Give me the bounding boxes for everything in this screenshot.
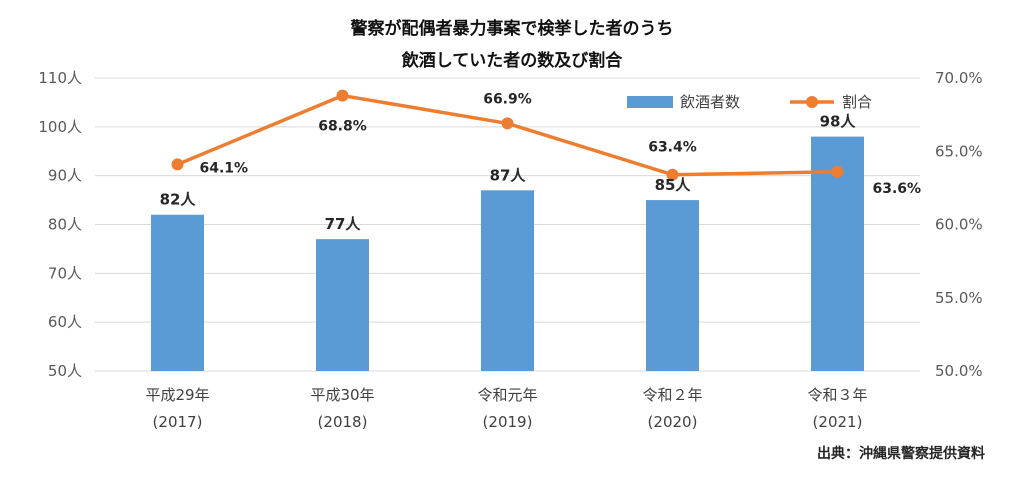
line-point <box>336 89 349 102</box>
bar-value-label: 85人 <box>655 176 692 194</box>
x-tick-year-label: (2017) <box>153 413 203 431</box>
y-right-tick-label: 65.0% <box>935 142 983 160</box>
y-left-tick-label: 50人 <box>48 362 82 380</box>
data-labels: 82人 77人 87人 85人 98人 64.1% 68.8% 66.9% 63.4% 63.6% <box>160 91 922 233</box>
line-value-label: 63.4% <box>648 140 697 156</box>
bar <box>481 190 534 371</box>
x-tick-label: 令和２年 <box>642 386 702 404</box>
bar-value-label: 82人 <box>160 191 197 209</box>
y-left-tick-label: 100人 <box>38 118 82 136</box>
y-left-tick-label: 60人 <box>48 313 82 331</box>
x-tick-year-label: (2018) <box>318 413 368 431</box>
y-left-tick-label: 110人 <box>38 69 82 87</box>
line-point <box>171 158 184 171</box>
y-left-tick-label: 90人 <box>48 167 82 185</box>
y-left-tick-label: 80人 <box>48 216 82 234</box>
legend-bar-swatch <box>627 96 673 108</box>
chart-title-line-1: 警察が配偶者暴力事案で検挙した者のうち <box>350 18 674 39</box>
x-tick-year-label: (2021) <box>813 413 863 431</box>
line-point <box>501 117 514 130</box>
y-right-tick-label: 60.0% <box>935 216 983 234</box>
line-point <box>831 165 844 178</box>
x-tick-label: 平成30年 <box>310 386 374 404</box>
axes: 50人 60人 70人 80人 90人 100人 110人 50.0% 55.0% 60.0% 65… <box>38 69 982 431</box>
y-right-tick-label: 50.0% <box>935 362 983 380</box>
bar-value-label: 98人 <box>820 113 857 131</box>
x-tick-label: 令和３年 <box>807 386 867 404</box>
bar-value-label: 87人 <box>490 166 527 184</box>
x-tick-label: 令和元年 <box>477 386 537 404</box>
line-series <box>171 89 844 181</box>
y-left-tick-label: 70人 <box>48 264 82 282</box>
x-tick-year-label: (2020) <box>648 413 698 431</box>
legend-bar-label: 飲酒者数 <box>680 93 740 111</box>
legend: 飲酒者数 割合 <box>627 93 872 111</box>
legend-line-label: 割合 <box>842 93 872 111</box>
y-right-tick-label: 70.0% <box>935 69 983 87</box>
x-tick-year-label: (2019) <box>483 413 533 431</box>
y-right-tick-label: 55.0% <box>935 289 983 307</box>
bar <box>151 214 204 371</box>
x-tick-label: 平成29年 <box>145 386 209 404</box>
source-note: 出典：沖縄県警察提供資料 <box>817 445 985 462</box>
bar <box>316 239 369 371</box>
line-value-label: 63.6% <box>873 181 922 197</box>
line-value-label: 68.8% <box>318 119 367 135</box>
line-value-label: 64.1% <box>200 160 249 176</box>
legend-line-marker <box>806 96 818 108</box>
line-point <box>666 168 679 181</box>
line-value-label: 66.9% <box>483 91 532 107</box>
bar <box>646 200 699 371</box>
bar-value-label: 77人 <box>325 215 362 233</box>
chart-title-line-2: 飲酒していた者の数及び割合 <box>401 50 623 71</box>
